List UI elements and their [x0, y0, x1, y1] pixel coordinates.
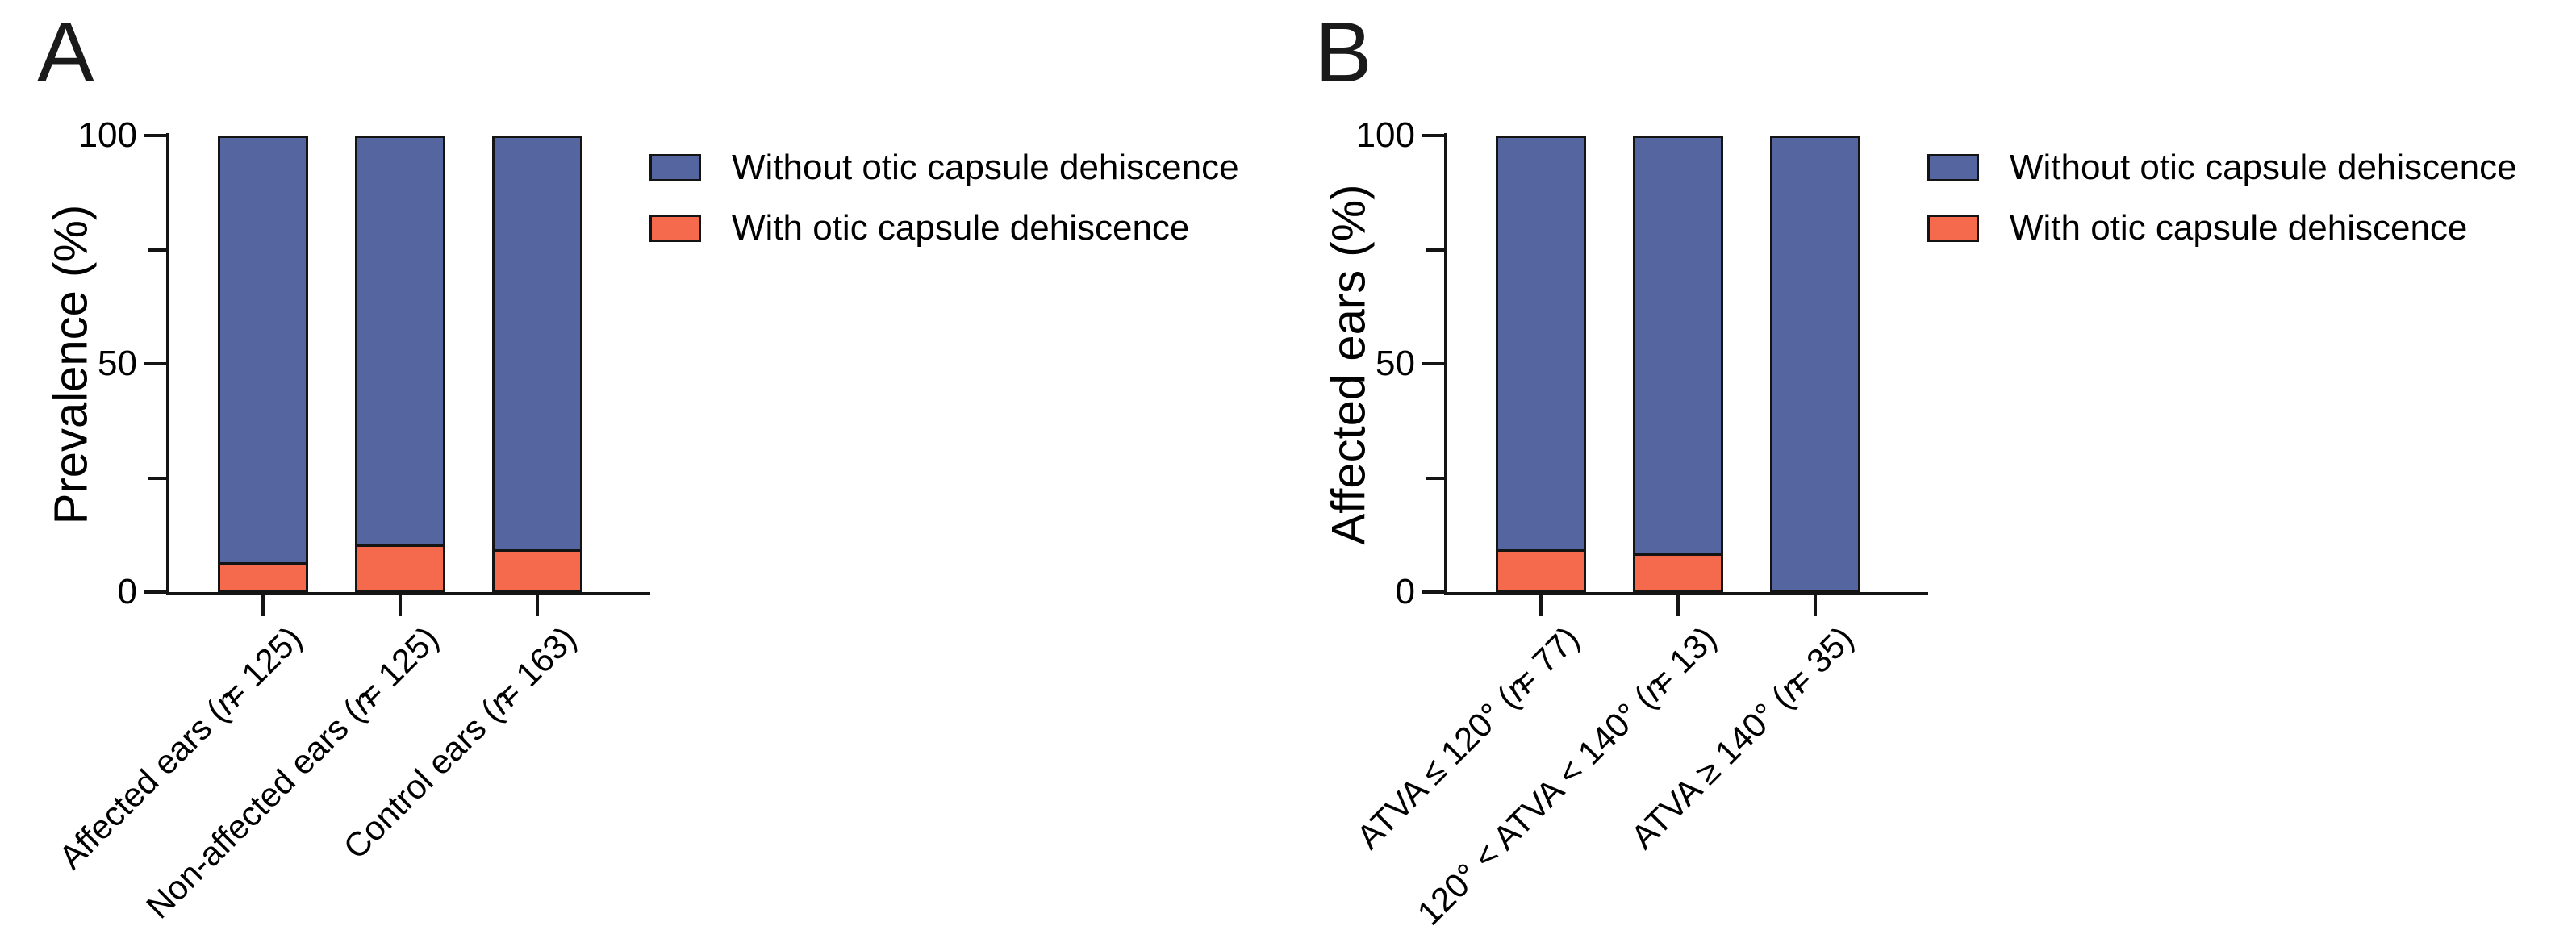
legend-label-with: With otic capsule dehiscence: [2010, 208, 2468, 248]
panel-b-legend: Without otic capsule dehiscence With oti…: [1927, 150, 2541, 263]
y-tick-major: [144, 362, 166, 365]
y-tick-minor: [148, 248, 166, 252]
panel-a: A Prevalence (%) 0 50 100 Affected ears (n …: [37, 5, 1263, 925]
x-tick: [1539, 595, 1543, 616]
y-tick-label: 50: [1376, 344, 1415, 383]
y-tick-minor: [1426, 476, 1444, 480]
bar-segment-with: [1498, 548, 1584, 590]
y-tick-minor: [1426, 248, 1444, 252]
legend-row-with: With otic capsule dehiscence: [649, 211, 1189, 246]
panel-b-plot: 0 50 100 ATVA ≤ 120° (n = 77) 120° < ATVA < …: [1350, 118, 1928, 932]
stacked-bar: [1633, 136, 1723, 592]
panel-a-letter: A: [37, 5, 94, 100]
panel-a-y-axis-title: Prevalence (%): [44, 204, 98, 525]
legend-row-without: Without otic capsule dehiscence: [649, 150, 1239, 186]
x-axis-line: [166, 592, 650, 595]
x-category-label: Non-affected ears (n = 125): [139, 619, 446, 926]
bar-segment-with: [1635, 553, 1721, 590]
bar-segment-with: [220, 562, 306, 590]
bar-segment-with: [495, 548, 580, 590]
legend-label-with: With otic capsule dehiscence: [732, 208, 1190, 248]
stacked-bar: [1496, 136, 1586, 592]
y-tick-major: [144, 134, 166, 137]
y-tick-label: 100: [1355, 115, 1415, 155]
legend-row-without: Without otic capsule dehiscence: [1927, 150, 2517, 186]
legend-swatch-with-icon: [649, 215, 701, 242]
legend-swatch-without-icon: [1927, 154, 1979, 181]
panel-b-letter: B: [1315, 5, 1372, 100]
y-tick-label: 100: [77, 115, 137, 155]
stacked-bar: [218, 136, 308, 592]
stacked-bar: [492, 136, 582, 592]
y-tick-major: [1422, 134, 1444, 137]
panel-a-plot: 0 50 100 Affected ears (n = 125) Non-affecte…: [51, 118, 650, 925]
y-axis-line: [166, 133, 169, 594]
y-tick-label: 0: [117, 572, 137, 611]
y-axis-line: [1444, 133, 1447, 594]
legend-label-without: Without otic capsule dehiscence: [732, 148, 1239, 187]
x-axis-line: [1444, 592, 1928, 595]
x-category-label: ATVA ≤ 120° (n = 77): [1349, 619, 1587, 857]
x-tick: [399, 595, 402, 616]
y-tick-major: [144, 590, 166, 594]
panel-b-y-axis-title: Affected ears (%): [1322, 184, 1376, 545]
x-tick: [1676, 595, 1680, 616]
y-tick-major: [1422, 362, 1444, 365]
x-category-label: Affected ears (n = 125): [51, 619, 309, 877]
y-tick-label: 0: [1395, 572, 1415, 611]
panel-a-legend: Without otic capsule dehiscence With oti…: [649, 150, 1263, 263]
x-category-label: Control ears (n = 163): [336, 619, 583, 866]
panel-b: B Affected ears (%) 0 50 100 ATVA ≤ 120° (n…: [1278, 0, 2576, 951]
legend-swatch-without-icon: [649, 154, 701, 181]
y-tick-label: 50: [98, 344, 137, 383]
stacked-bar: [1770, 136, 1860, 592]
stacked-bar: [355, 136, 445, 592]
legend-row-with: With otic capsule dehiscence: [1927, 211, 2467, 246]
legend-swatch-with-icon: [1927, 215, 1979, 242]
x-tick: [261, 595, 265, 616]
x-tick: [536, 595, 539, 616]
y-tick-minor: [148, 476, 166, 480]
legend-label-without: Without otic capsule dehiscence: [2010, 148, 2517, 187]
x-tick: [1814, 595, 1817, 616]
bar-segment-with: [357, 544, 443, 590]
y-tick-major: [1422, 590, 1444, 594]
